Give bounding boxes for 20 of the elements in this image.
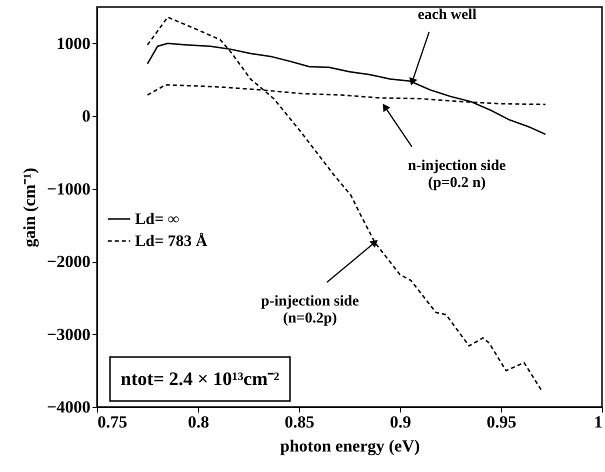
y-axis-title: gain (cm⁻¹) bbox=[20, 168, 39, 248]
annotation: ntot= 2.4 × 10¹³cm⁻² bbox=[120, 369, 280, 390]
legend-label: Ld= ∞ bbox=[135, 211, 180, 228]
x-tick-label: 0.75 bbox=[98, 412, 128, 432]
x-axis-title: photon energy (eV) bbox=[280, 436, 420, 456]
x-tick-label: 0.85 bbox=[284, 412, 314, 432]
y-tick-label: 0 bbox=[82, 106, 90, 126]
y-tick-label: −3000 bbox=[46, 324, 90, 344]
annotation: p-injection side (n=0.2p) bbox=[260, 293, 360, 326]
x-tick-label: 0.9 bbox=[390, 412, 412, 432]
x-tick-label: 0.8 bbox=[188, 412, 210, 432]
y-tick-label: 1000 bbox=[56, 34, 90, 53]
annotation: n-injection side (p=0.2 n) bbox=[408, 158, 506, 191]
y-tick-label: −2000 bbox=[46, 252, 90, 272]
annotation: each well bbox=[418, 6, 476, 23]
legend-label: Ld= 783 Å bbox=[135, 232, 208, 250]
y-tick-label: −1000 bbox=[46, 179, 90, 198]
y-tick-label: −4000 bbox=[46, 398, 90, 416]
x-tick-label: 1 bbox=[594, 412, 602, 432]
x-tick-label: 0.95 bbox=[486, 412, 516, 432]
